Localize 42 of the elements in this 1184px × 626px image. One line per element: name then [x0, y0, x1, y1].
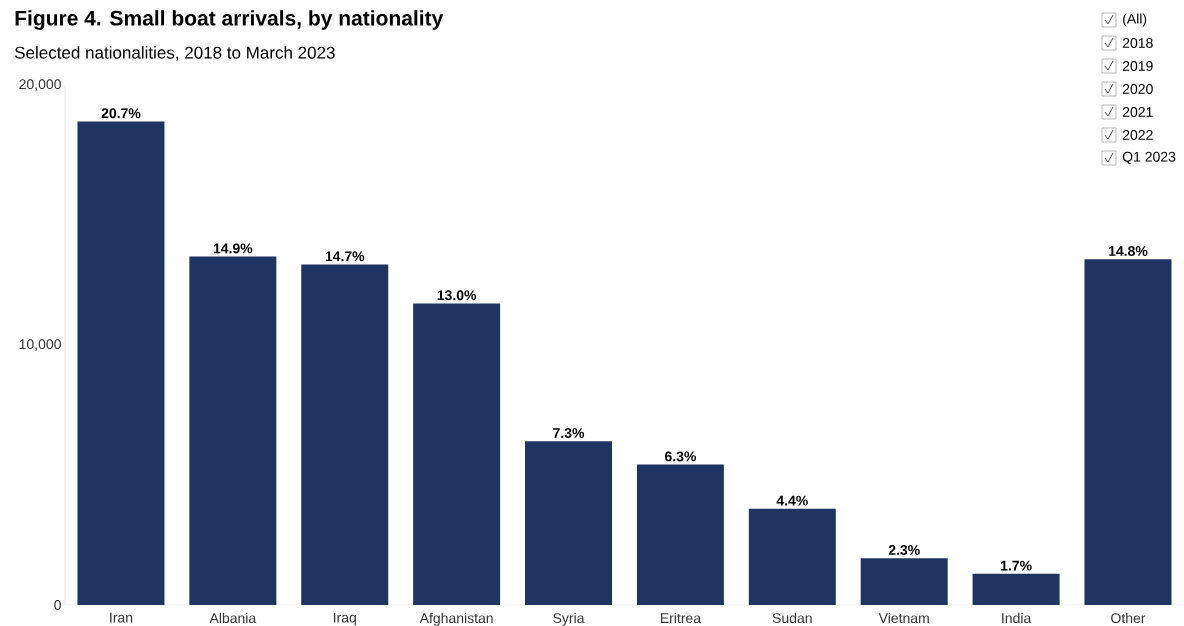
- chart-subtitle: Selected nationalities, 2018 to March 2023: [14, 46, 335, 61]
- annotation: 2.3%: [888, 545, 920, 555]
- annotation: 13.0%: [437, 290, 477, 301]
- x-tick-label: Other: [1111, 612, 1146, 624]
- y-tick-label: 0: [54, 600, 61, 610]
- bar: [972, 573, 1060, 605]
- bar: [413, 303, 501, 605]
- annotation: 7.3%: [553, 428, 585, 438]
- annotation: 2020: [1122, 84, 1153, 94]
- annotation: 4.4%: [776, 495, 808, 506]
- bar: [525, 441, 613, 605]
- annotation: 14.7%: [325, 251, 365, 262]
- text: (All): [1123, 13, 1147, 27]
- bar: [636, 464, 724, 605]
- bar: [189, 256, 277, 605]
- annotation: Q1 2023: [1122, 151, 1176, 165]
- y-tick-label: 10,000: [19, 339, 61, 351]
- text: 2018: [1122, 38, 1153, 48]
- bar: [748, 508, 836, 605]
- x-tick-label: Eritrea: [660, 612, 702, 624]
- bar: [1084, 259, 1172, 605]
- annotation: 20.7%: [101, 108, 141, 119]
- annotation: 14.8%: [1109, 246, 1148, 256]
- x-tick-label: Vietnam: [878, 612, 929, 624]
- bar: [77, 121, 165, 605]
- text: 2019: [1122, 61, 1153, 71]
- x-tick-label: Iraq: [333, 612, 356, 626]
- annotation: 14.9%: [213, 243, 253, 254]
- bar: [860, 558, 948, 605]
- annotation: 1.7%: [1001, 560, 1032, 571]
- y-tick-label: 20,000: [19, 79, 61, 91]
- bar: [301, 264, 389, 605]
- chart-title: Figure 4. Small boat arrivals, by nationality: [15, 10, 444, 30]
- x-tick-label: Syria: [553, 612, 585, 626]
- x-tick-label: Sudan: [772, 612, 812, 624]
- x-tick-label: Afghanistan: [419, 612, 493, 626]
- x-tick-label: Iran: [110, 612, 133, 623]
- annotation: 2022: [1122, 130, 1153, 140]
- x-tick-label: India: [1002, 612, 1032, 624]
- x-tick-label: Albania: [209, 612, 257, 624]
- annotation: 6.3%: [664, 451, 696, 462]
- annotation: 2021: [1122, 107, 1153, 117]
